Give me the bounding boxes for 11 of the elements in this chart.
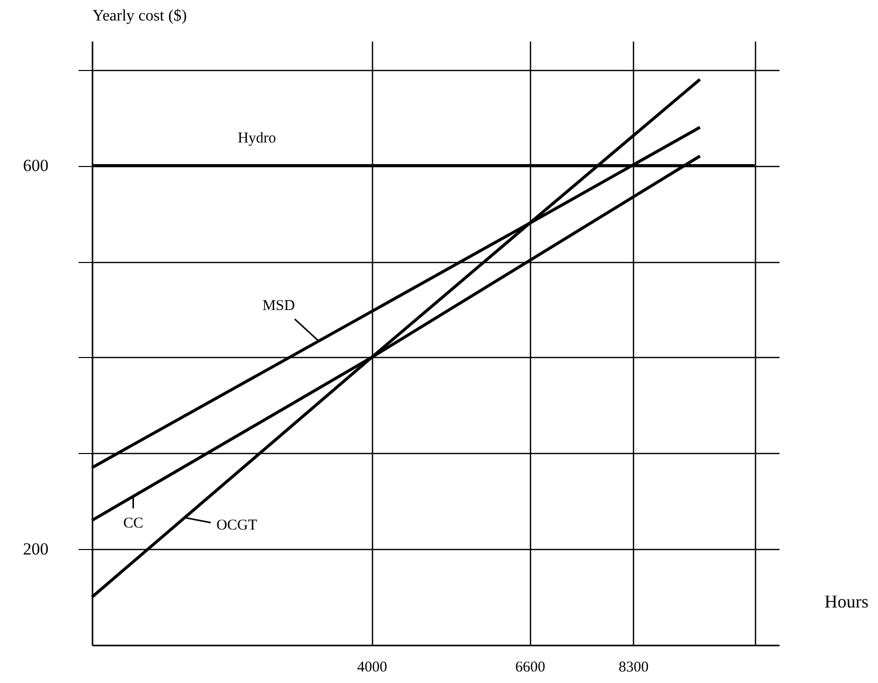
y-axis-title: Yearly cost ($) bbox=[92, 8, 187, 24]
y-tick-label: 600 bbox=[23, 156, 48, 176]
legend-label: OCGT bbox=[216, 518, 258, 534]
x-tick-label: 6600 bbox=[515, 660, 546, 676]
x-axis-title: Hours bbox=[824, 592, 868, 612]
text: MSD bbox=[262, 298, 296, 314]
y-tick-label: 200 bbox=[23, 540, 48, 559]
x-tick-label: 4000 bbox=[357, 660, 388, 676]
x-tick-label: 8300 bbox=[618, 660, 649, 676]
series-label: Hydro bbox=[238, 130, 276, 147]
series-label: CC bbox=[123, 515, 144, 532]
